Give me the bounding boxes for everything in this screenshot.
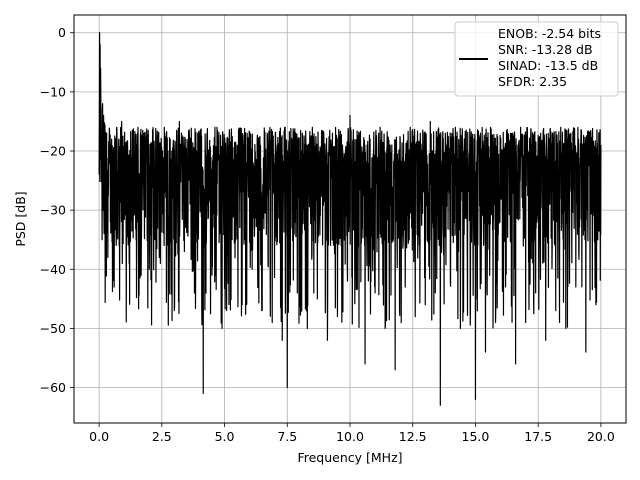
- legend-entry-line-2: SNR: -13.28 dB: [498, 42, 593, 57]
- x-tick-label: 20.0: [587, 429, 615, 444]
- y-axis-label: PSD [dB]: [13, 191, 28, 246]
- x-axis-ticks: 0.0 2.5 5.0 7.5 10.0 12.5 15.0 17.5 20.0: [89, 423, 615, 444]
- x-tick-label: 2.5: [152, 429, 172, 444]
- legend-box: [454, 21, 619, 97]
- y-tick-label: −50: [40, 321, 66, 336]
- x-tick-label: 7.5: [277, 429, 297, 444]
- plot-area: [98, 32, 602, 406]
- x-tick-label: 17.5: [524, 429, 552, 444]
- x-axis-label: Frequency [MHz]: [297, 450, 402, 465]
- y-tick-label: 0: [58, 25, 66, 40]
- legend-entry-line-3: SINAD: -13.5 dB: [498, 58, 598, 73]
- y-tick-label: −40: [40, 262, 66, 277]
- legend-entry-line-4: SFDR: 2.35: [498, 74, 567, 89]
- psd-series-line: [98, 32, 602, 406]
- y-tick-label: −20: [40, 144, 66, 159]
- x-tick-label: 12.5: [399, 429, 427, 444]
- x-tick-label: 0.0: [89, 429, 109, 444]
- x-tick-label: 5.0: [215, 429, 235, 444]
- x-tick-label: 10.0: [336, 429, 364, 444]
- legend: ENOB: -2.54 bits SNR: -13.28 dB SINAD: -…: [454, 21, 619, 97]
- y-tick-label: −60: [40, 380, 66, 395]
- x-tick-label: 15.0: [462, 429, 490, 444]
- y-axis-ticks: 0 −10 −20 −30 −40 −50 −60: [40, 25, 74, 395]
- y-tick-label: −30: [40, 203, 66, 218]
- y-tick-label: −10: [40, 84, 66, 99]
- legend-entry-line-1: ENOB: -2.54 bits: [498, 26, 601, 41]
